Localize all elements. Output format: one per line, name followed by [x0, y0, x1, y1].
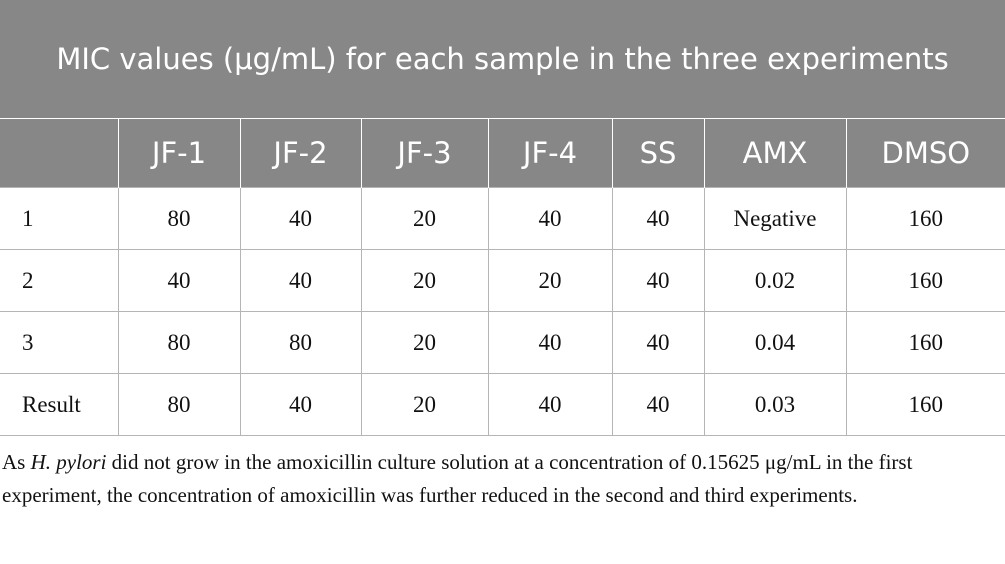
table-cell: 40: [611, 187, 705, 250]
table-row: Result 80 40 20 40 40 0.03 160: [0, 373, 1005, 436]
footnote-text: did not grow in the amoxicillin culture …: [2, 450, 913, 507]
footnote: As H. pylori did not grow in the amoxici…: [2, 446, 987, 512]
table-cell: 0.03: [703, 373, 847, 436]
table-cell: 40: [239, 373, 362, 436]
table-title: MIC values (μg/mL) for each sample in th…: [0, 0, 1005, 119]
row-label: Result: [0, 373, 119, 436]
row-label: 2: [0, 249, 119, 312]
table-cell: 20: [360, 249, 489, 312]
header-cell: AMX: [703, 118, 846, 188]
table-cell: 20: [487, 249, 613, 312]
header-cell: JF-3: [360, 118, 488, 188]
table-cell: Negative: [703, 187, 847, 250]
table-cell: 40: [487, 187, 613, 250]
table-cell: 40: [239, 187, 362, 250]
header-cell: SS: [611, 118, 704, 188]
table-cell: 80: [117, 187, 241, 250]
table-row: 2 40 40 20 20 40 0.02 160: [0, 249, 1005, 312]
table-cell: 40: [487, 373, 613, 436]
table-cell: 160: [845, 249, 1005, 312]
footnote-text: As: [2, 450, 31, 474]
table-cell: 160: [845, 311, 1005, 374]
table-body: MIC values (μg/mL) for each sample in th…: [0, 0, 1005, 436]
table-cell: 20: [360, 311, 489, 374]
header-cell: JF-4: [487, 118, 612, 188]
table-cell: 0.02: [703, 249, 847, 312]
header-cell: JF-1: [117, 118, 240, 188]
header-cell: DMSO: [845, 118, 1005, 188]
header-corner: [0, 118, 118, 188]
table-cell: 80: [117, 373, 241, 436]
table-cell: 160: [845, 187, 1005, 250]
table-cell: 80: [239, 311, 362, 374]
table-cell: 40: [117, 249, 241, 312]
table-cell: 0.04: [703, 311, 847, 374]
table-cell: 20: [360, 373, 489, 436]
table-cell: 40: [611, 373, 705, 436]
row-label: 3: [0, 311, 119, 374]
footnote-italic: H. pylori: [30, 450, 107, 474]
table-cell: 40: [239, 249, 362, 312]
table-row: 3 80 80 20 40 40 0.04 160: [0, 311, 1005, 374]
header-cell: JF-2: [239, 118, 361, 188]
table-cell: 20: [360, 187, 489, 250]
table-cell: 40: [487, 311, 613, 374]
title-row: MIC values (μg/mL) for each sample in th…: [0, 0, 1005, 119]
table-cell: 160: [845, 373, 1005, 436]
mic-table: MIC values (μg/mL) for each sample in th…: [0, 0, 1005, 436]
row-label: 1: [0, 187, 119, 250]
table-cell: 80: [117, 311, 241, 374]
table-cell: 40: [611, 311, 705, 374]
header-row: JF-1 JF-2 JF-3 JF-4 SS AMX DMSO: [0, 118, 1005, 188]
table-cell: 40: [611, 249, 705, 312]
table-row: 1 80 40 20 40 40 Negative 160: [0, 187, 1005, 250]
